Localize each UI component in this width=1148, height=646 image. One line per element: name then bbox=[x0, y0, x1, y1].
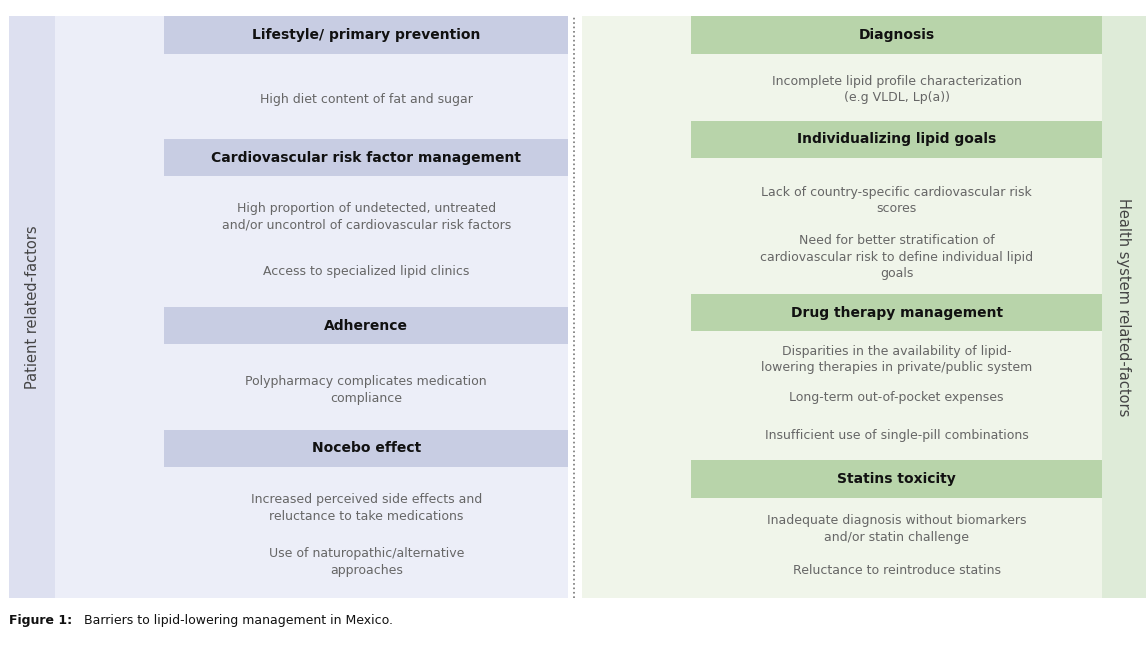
FancyBboxPatch shape bbox=[164, 430, 568, 467]
FancyBboxPatch shape bbox=[164, 307, 568, 344]
Text: High diet content of fat and sugar: High diet content of fat and sugar bbox=[259, 93, 473, 106]
FancyBboxPatch shape bbox=[55, 16, 568, 598]
Text: Insufficient use of single-pill combinations: Insufficient use of single-pill combinat… bbox=[765, 429, 1029, 442]
Text: Statins toxicity: Statins toxicity bbox=[837, 472, 956, 486]
Text: Reluctance to reintroduce statins: Reluctance to reintroduce statins bbox=[792, 564, 1001, 577]
Text: Increased perceived side effects and
reluctance to take medications: Increased perceived side effects and rel… bbox=[250, 493, 482, 523]
Text: Health system related-factors: Health system related-factors bbox=[1116, 198, 1132, 416]
Text: Use of naturopathic/alternative
approaches: Use of naturopathic/alternative approach… bbox=[269, 547, 464, 577]
FancyBboxPatch shape bbox=[582, 16, 1102, 598]
Text: Diagnosis: Diagnosis bbox=[859, 28, 934, 42]
Text: Lack of country-specific cardiovascular risk
scores: Lack of country-specific cardiovascular … bbox=[761, 186, 1032, 215]
Text: Inadequate diagnosis without biomarkers
and/or statin challenge: Inadequate diagnosis without biomarkers … bbox=[767, 514, 1026, 544]
FancyBboxPatch shape bbox=[691, 121, 1102, 158]
Text: Nocebo effect: Nocebo effect bbox=[311, 441, 421, 455]
Text: Long-term out-of-pocket expenses: Long-term out-of-pocket expenses bbox=[790, 391, 1003, 404]
FancyBboxPatch shape bbox=[691, 294, 1102, 331]
Text: Individualizing lipid goals: Individualizing lipid goals bbox=[797, 132, 996, 147]
FancyBboxPatch shape bbox=[691, 461, 1102, 498]
Text: Lifestyle/ primary prevention: Lifestyle/ primary prevention bbox=[253, 28, 480, 42]
FancyBboxPatch shape bbox=[691, 16, 1102, 54]
FancyBboxPatch shape bbox=[9, 16, 55, 598]
Text: High proportion of undetected, untreated
and/or uncontrol of cardiovascular risk: High proportion of undetected, untreated… bbox=[222, 202, 511, 232]
FancyBboxPatch shape bbox=[1102, 16, 1146, 598]
Text: Need for better stratification of
cardiovascular risk to define individual lipid: Need for better stratification of cardio… bbox=[760, 234, 1033, 280]
Text: Cardiovascular risk factor management: Cardiovascular risk factor management bbox=[211, 151, 521, 165]
Text: Barriers to lipid-lowering management in Mexico.: Barriers to lipid-lowering management in… bbox=[80, 614, 394, 627]
Text: Polypharmacy complicates medication
compliance: Polypharmacy complicates medication comp… bbox=[246, 375, 487, 405]
FancyBboxPatch shape bbox=[164, 139, 568, 176]
Text: Figure 1:: Figure 1: bbox=[9, 614, 72, 627]
Text: Adherence: Adherence bbox=[324, 318, 409, 333]
Text: Incomplete lipid profile characterization
(e.g VLDL, Lp(a)): Incomplete lipid profile characterizatio… bbox=[771, 75, 1022, 104]
Text: Disparities in the availability of lipid-
lowering therapies in private/public s: Disparities in the availability of lipid… bbox=[761, 345, 1032, 375]
Text: Patient related-factors: Patient related-factors bbox=[24, 225, 40, 389]
FancyBboxPatch shape bbox=[164, 16, 568, 54]
Text: Drug therapy management: Drug therapy management bbox=[791, 306, 1002, 320]
Text: Access to specialized lipid clinics: Access to specialized lipid clinics bbox=[263, 265, 470, 278]
